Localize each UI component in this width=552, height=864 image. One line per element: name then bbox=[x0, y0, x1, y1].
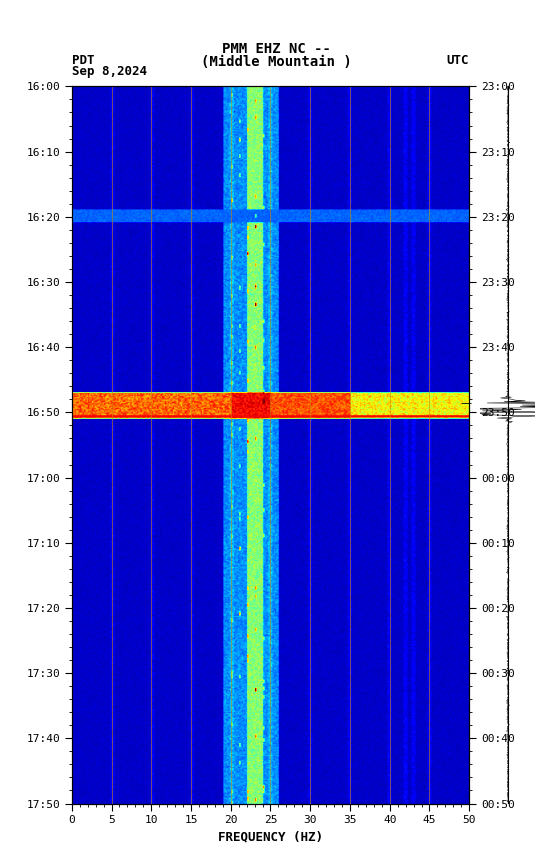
Text: UTC: UTC bbox=[447, 54, 469, 67]
Text: PDT: PDT bbox=[72, 54, 94, 67]
Text: (Middle Mountain ): (Middle Mountain ) bbox=[200, 55, 352, 69]
Text: PMM EHZ NC --: PMM EHZ NC -- bbox=[221, 42, 331, 56]
Text: Sep 8,2024: Sep 8,2024 bbox=[72, 65, 147, 78]
Text: —: — bbox=[461, 398, 472, 409]
X-axis label: FREQUENCY (HZ): FREQUENCY (HZ) bbox=[218, 831, 323, 844]
